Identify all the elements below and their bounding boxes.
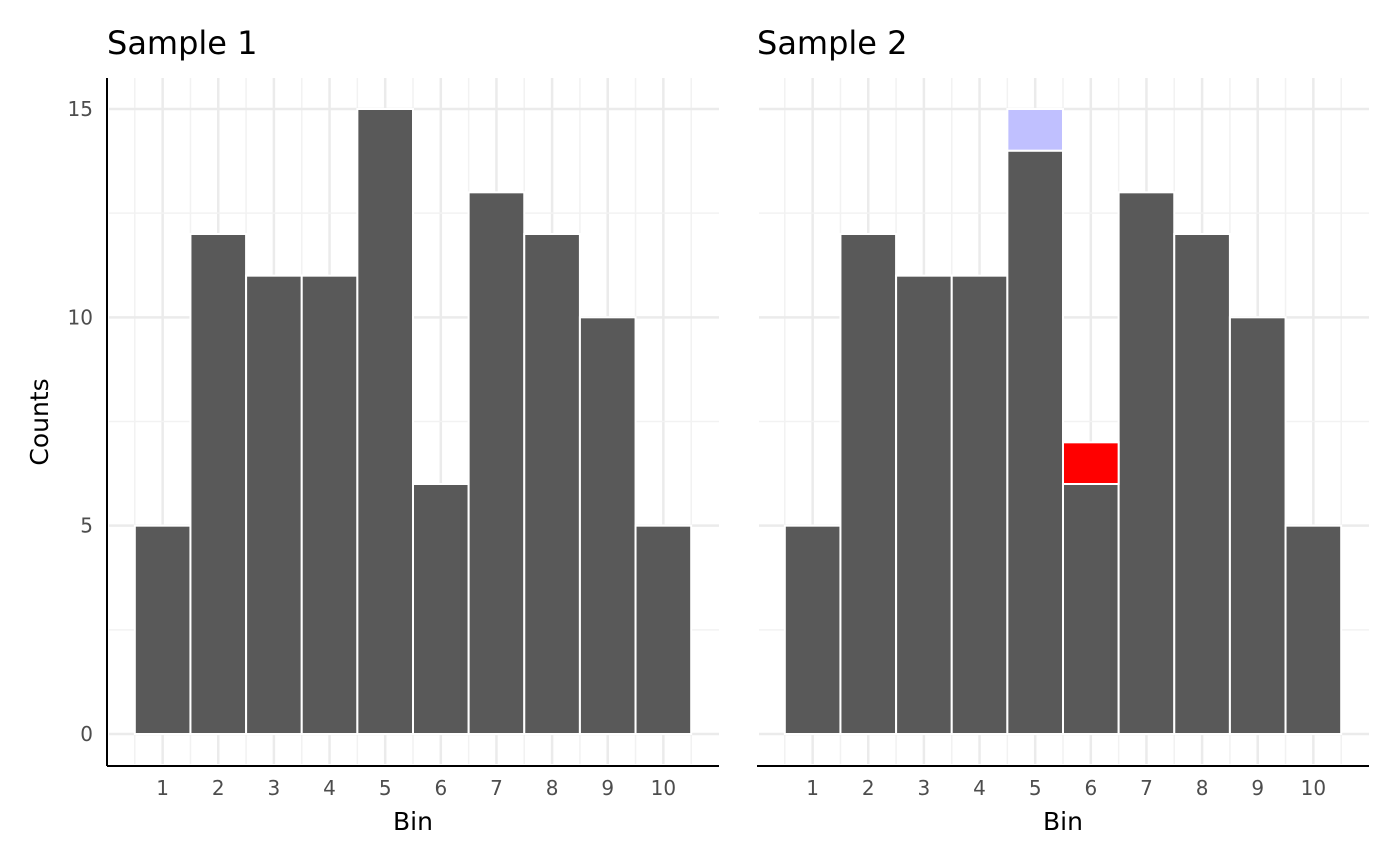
x-tick-label: 4 (973, 776, 986, 800)
x-tick-label: 7 (490, 776, 503, 800)
bar-3 (895, 274, 953, 735)
x-tick-label: 1 (806, 776, 819, 800)
x-tick-label: 2 (212, 776, 225, 800)
panel-title-sample-2: Sample 2 (757, 24, 908, 62)
y-axis-title: Counts (25, 378, 54, 465)
y-tick-label: 15 (68, 97, 93, 121)
panel-sample-2: Sample 2 1 2 3 4 5 6 7 8 9 10 Bin (757, 24, 1369, 836)
x-tick-label: 10 (1301, 776, 1326, 800)
bar-8 (1173, 233, 1231, 735)
x-tick-label: 4 (323, 776, 336, 800)
x-tick-label: 10 (651, 776, 676, 800)
x-tick-label: 6 (434, 776, 447, 800)
y-tick-label: 5 (80, 514, 93, 538)
bar-10 (634, 524, 693, 736)
bar-6 (412, 483, 470, 735)
x-tick-label: 3 (918, 776, 931, 800)
x-tick-label: 7 (1140, 776, 1153, 800)
panel-sample-1: Sample 1 1 2 3 4 5 6 7 8 9 10 0 5 10 15 Bin Counts (25, 24, 719, 836)
x-axis-title-sample-1: Bin (393, 807, 433, 836)
x-tick-label: 8 (546, 776, 559, 800)
bar-5 (356, 108, 415, 735)
bar-1 (783, 524, 842, 736)
bar-2 (189, 233, 248, 735)
x-tick-label: 5 (379, 776, 392, 800)
highlight-bar-6 (1062, 441, 1120, 486)
axes-sample-1 (106, 78, 719, 767)
x-tick-label: 2 (862, 776, 875, 800)
x-tick-label: 8 (1196, 776, 1209, 800)
x-axis-title-sample-2: Bin (1043, 807, 1083, 836)
bar-4 (950, 274, 1009, 735)
x-tick-label: 3 (268, 776, 281, 800)
bar-7 (1117, 191, 1176, 736)
x-tick-labels-sample-2: 1 2 3 4 5 6 7 8 9 10 (806, 776, 1326, 800)
bar-9 (578, 316, 637, 735)
bar-8 (523, 233, 581, 735)
bar-2 (839, 233, 898, 735)
bar-7 (467, 191, 526, 736)
x-tick-labels-sample-1: 1 2 3 4 5 6 7 8 9 10 (156, 776, 676, 800)
bar-1 (133, 524, 192, 736)
panel-title-sample-1: Sample 1 (107, 24, 258, 62)
y-tick-label: 0 (80, 722, 93, 746)
x-tick-label: 5 (1029, 776, 1042, 800)
x-tick-label: 9 (601, 776, 614, 800)
bar-4 (300, 274, 359, 735)
x-tick-label: 6 (1084, 776, 1097, 800)
x-tick-label: 9 (1251, 776, 1264, 800)
bar-6 (1062, 483, 1120, 735)
bar-10 (1284, 524, 1343, 736)
y-tick-labels-sample-1: 0 5 10 15 (68, 97, 93, 746)
bars-sample-2 (783, 108, 1343, 736)
bar-3 (245, 274, 303, 735)
y-tick-label: 10 (68, 305, 93, 329)
bars-sample-1 (133, 108, 693, 736)
highlight-bar-5 (1006, 108, 1065, 152)
bar-9 (1228, 316, 1287, 735)
x-tick-label: 1 (156, 776, 169, 800)
bar-5 (1006, 149, 1065, 735)
